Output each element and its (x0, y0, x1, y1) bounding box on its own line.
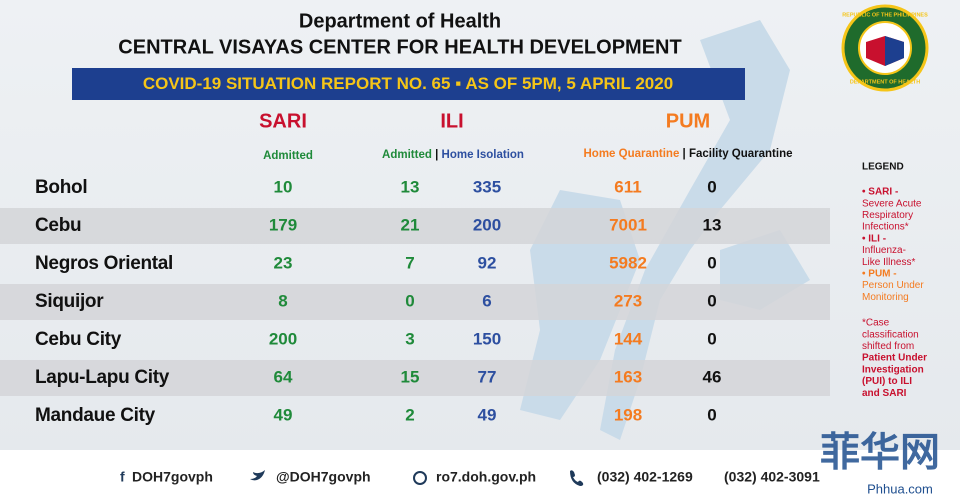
cell: 49 (274, 405, 293, 424)
cell: 15 (401, 367, 420, 386)
cell: 0 (405, 291, 414, 310)
svg-text:Admitted | Home Isolation: Admitted | Home Isolation (382, 149, 524, 161)
cell: 7001 (609, 215, 647, 234)
legend-line: classification (862, 329, 919, 340)
cell: 7 (405, 253, 414, 272)
sub-ili-admitted: Admitted (382, 149, 432, 161)
cell: 13 (401, 177, 420, 196)
legend-line: Severe Acute (862, 198, 922, 209)
group-pum: PUM (666, 110, 710, 132)
group-sari: SARI (259, 110, 307, 132)
twitter: @DOH7govph (276, 469, 371, 485)
legend: • SARI -Severe AcuteRespiratoryInfection… (862, 187, 927, 399)
legend-line: Respiratory (862, 210, 913, 221)
sub-pum-home: Home Quarantine (583, 148, 679, 160)
legend-line: Patient Under (862, 353, 927, 364)
footer-bg (0, 450, 960, 504)
region: Cebu City (35, 329, 122, 350)
cell: 5982 (609, 253, 647, 272)
svg-text:Home Quarantine | Facility Qua: Home Quarantine | Facility Quarantine (583, 148, 792, 160)
cell: 200 (473, 215, 501, 234)
region: Mandaue City (35, 405, 156, 426)
legend-line: Influenza- (862, 245, 906, 256)
center: CENTRAL VISAYAS CENTER FOR HEALTH DEVELO… (118, 36, 681, 58)
facebook: DOH7govph (132, 469, 213, 485)
region: Bohol (35, 177, 87, 198)
org: Department of Health (299, 10, 501, 32)
legend-line: shifted from (862, 341, 914, 352)
cell: 46 (703, 367, 722, 386)
cell: 0 (707, 253, 716, 272)
seal-bottom: DEPARTMENT OF HEALTH (850, 79, 920, 85)
cell: 8 (278, 291, 287, 310)
row-band (0, 208, 830, 244)
divider: | (683, 148, 686, 160)
cell: 150 (473, 329, 501, 348)
cell: 2 (405, 405, 414, 424)
report-bar (72, 68, 745, 100)
cell: 92 (478, 253, 497, 272)
legend-line: *Case (862, 318, 890, 329)
cell: 0 (707, 177, 716, 196)
web-icon (413, 471, 427, 485)
region: Siquijor (35, 291, 104, 312)
cell: 23 (274, 253, 293, 272)
cell: 3 (405, 329, 414, 348)
phone2: (032) 402-3091 (724, 469, 820, 485)
cell: 335 (473, 177, 501, 196)
legend-line: Like Illness* (862, 257, 915, 268)
legend-line: • PUM - (862, 269, 897, 280)
report-title: COVID-19 SITUATION REPORT NO. 65 ▪ AS OF… (143, 74, 673, 93)
region: Cebu (35, 215, 81, 236)
cell: 200 (269, 329, 297, 348)
seal-top: REPUBLIC OF THE PHILIPPINES (842, 12, 928, 18)
watermark-url: Phhua.com (867, 481, 933, 496)
cell: 198 (614, 405, 642, 424)
cell: 6 (482, 291, 491, 310)
cell: 179 (269, 215, 297, 234)
watermark-cn: 菲华网 (820, 431, 940, 475)
cell: 273 (614, 291, 642, 310)
cell: 10 (274, 177, 293, 196)
cell: 21 (401, 215, 420, 234)
cell: 0 (707, 405, 716, 424)
sub-ili-home: Home Isolation (442, 149, 524, 161)
cell: 77 (478, 367, 497, 386)
legend-line: Person Under (862, 280, 924, 291)
cell: 13 (703, 215, 722, 234)
cell: 611 (614, 177, 641, 196)
cell: 144 (614, 329, 643, 348)
legend-line: • ILI - (862, 233, 886, 244)
legend-line: (PUI) to ILI (862, 376, 912, 387)
legend-line: Investigation (862, 364, 924, 375)
region: Negros Oriental (35, 253, 173, 274)
row-bands (0, 208, 830, 396)
legend-line: • SARI - (862, 187, 898, 198)
web: ro7.doh.gov.ph (436, 469, 536, 485)
legend-line: and SARI (862, 388, 907, 399)
legend-line: Infections* (862, 222, 909, 233)
region: Lapu-Lapu City (35, 367, 170, 388)
phone-icon (570, 470, 584, 486)
tw-icon (250, 470, 265, 481)
cell: 0 (707, 291, 716, 310)
row-band (0, 284, 830, 320)
cell: 163 (614, 367, 642, 386)
legend-line: Monitoring (862, 292, 909, 303)
sub-pum-facility: Facility Quarantine (689, 148, 793, 160)
cell: 0 (707, 329, 716, 348)
row-band (0, 360, 830, 396)
group-ili: ILI (440, 110, 463, 132)
fb-icon: f (120, 469, 125, 485)
cell: 49 (478, 405, 497, 424)
seal: REPUBLIC OF THE PHILIPPINES DEPARTMENT O… (841, 4, 929, 92)
legend-title: LEGEND (862, 162, 904, 173)
sub-sari: Admitted (263, 150, 313, 162)
divider: | (435, 149, 438, 161)
phone1: (032) 402-1269 (597, 469, 693, 485)
cell: 64 (274, 367, 293, 386)
